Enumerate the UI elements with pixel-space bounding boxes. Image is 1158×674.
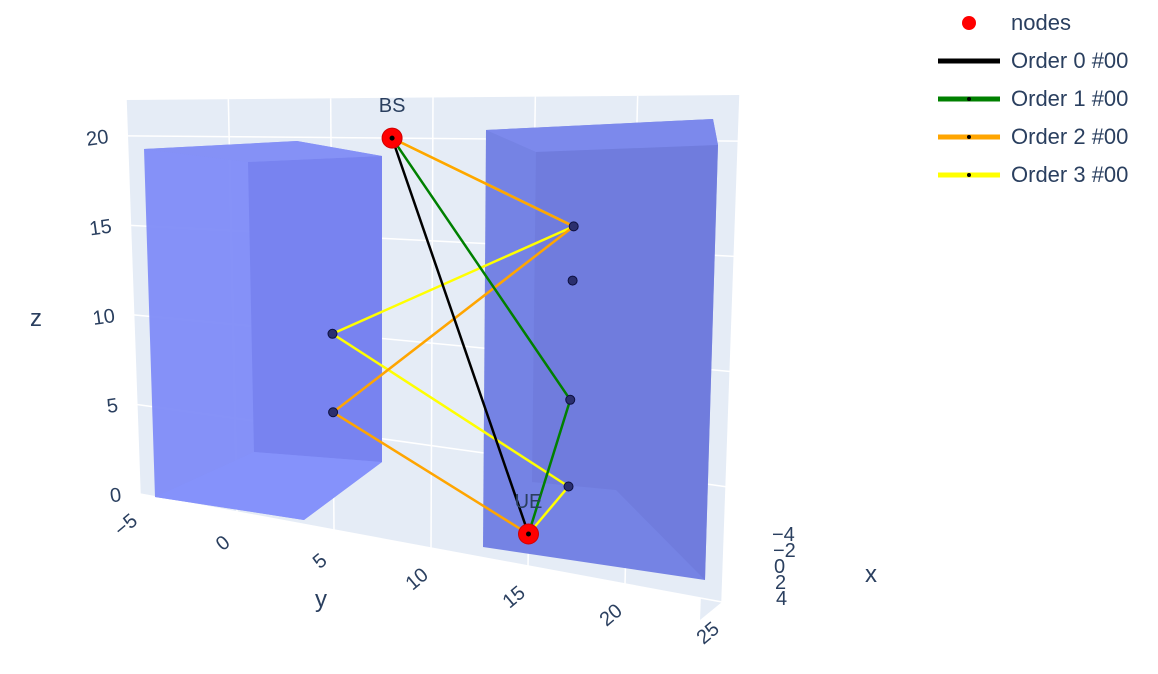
x-tick-label: 4 — [776, 588, 787, 610]
x-tick-label: 0 — [774, 556, 785, 578]
y-tick-label: 5 — [309, 549, 332, 573]
node-label-ue: UE — [515, 491, 543, 513]
x-axis-title: x — [865, 561, 877, 588]
node-ue-center — [526, 531, 531, 537]
reflection-point[interactable] — [327, 328, 338, 339]
x-tick-label: −4 — [772, 524, 795, 546]
legend-item[interactable]: Order 2 #00 — [936, 118, 1128, 156]
points-layer: BS UE — [327, 95, 579, 545]
legend-label: Order 3 #00 — [1011, 162, 1129, 187]
y-tick-label: 20 — [596, 600, 627, 631]
x-tick-label: 2 — [775, 572, 786, 594]
legend-line-icon — [938, 58, 1000, 64]
z-tick-label: 5 — [105, 395, 119, 418]
building-right — [483, 119, 718, 580]
building-left — [144, 141, 382, 520]
y-tick-label: 15 — [499, 582, 530, 613]
legend-item[interactable]: Order 3 #00 — [936, 156, 1128, 194]
y-tick-label: 25 — [693, 618, 724, 649]
reflection-point[interactable] — [563, 481, 574, 492]
legend-item[interactable]: nodes — [936, 4, 1128, 42]
reflection-point[interactable] — [328, 407, 339, 418]
z-tick-label: 15 — [88, 216, 113, 241]
reflection-point[interactable] — [568, 221, 579, 232]
z-tick-label: 0 — [109, 484, 123, 507]
legend-label: nodes — [1011, 10, 1071, 35]
legend-line-icon — [938, 134, 1000, 140]
y-tick-label: 10 — [402, 564, 433, 595]
legend-label: Order 1 #00 — [1011, 86, 1129, 111]
x-tick-label: −2 — [773, 540, 796, 562]
legend-line-icon — [938, 172, 1000, 178]
legend-marker-icon — [962, 16, 976, 30]
node-label-bs: BS — [379, 95, 406, 117]
legend-line-icon — [938, 96, 1000, 102]
reflection-point[interactable] — [567, 275, 578, 286]
reflection-point[interactable] — [565, 394, 576, 405]
legend: nodes Order 0 #00 Order 1 #00 Order 2 #00 Or… — [936, 4, 1128, 194]
legend-label: Order 0 #00 — [1011, 48, 1129, 73]
y-axis-title: y — [315, 586, 327, 613]
legend-item[interactable]: Order 1 #00 — [936, 80, 1128, 118]
y-tick-label: −5 — [110, 510, 142, 542]
legend-label: Order 2 #00 — [1011, 124, 1129, 149]
legend-item[interactable]: Order 0 #00 — [936, 42, 1128, 80]
z-tick-label: 20 — [85, 126, 110, 151]
y-tick-label: 0 — [212, 531, 235, 555]
z-tick-label: 10 — [91, 305, 116, 330]
z-axis-title: z — [30, 305, 42, 332]
side-wall-xz — [700, 95, 740, 620]
node-bs-center — [389, 135, 395, 141]
ray-order-0-00[interactable] — [390, 137, 530, 535]
